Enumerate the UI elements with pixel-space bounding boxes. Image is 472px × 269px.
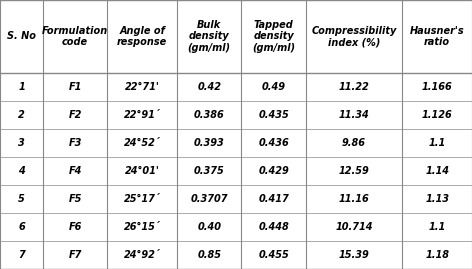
Text: 25°17´: 25°17´ <box>124 194 160 204</box>
Text: 1.18: 1.18 <box>425 250 449 260</box>
Text: 0.417: 0.417 <box>258 194 289 204</box>
Text: 11.22: 11.22 <box>338 82 370 92</box>
Text: 12.59: 12.59 <box>338 166 370 176</box>
Text: Angle of
response: Angle of response <box>117 26 167 47</box>
Text: 0.42: 0.42 <box>197 82 221 92</box>
Text: F5: F5 <box>68 194 82 204</box>
Text: F2: F2 <box>68 110 82 120</box>
Text: 7: 7 <box>18 250 25 260</box>
Text: 26°15´: 26°15´ <box>124 222 160 232</box>
Text: 0.85: 0.85 <box>197 250 221 260</box>
Text: F6: F6 <box>68 222 82 232</box>
Text: 0.49: 0.49 <box>261 82 286 92</box>
Text: 0.429: 0.429 <box>258 166 289 176</box>
Text: 5: 5 <box>18 194 25 204</box>
Text: 1: 1 <box>18 82 25 92</box>
Text: S. No: S. No <box>7 31 36 41</box>
Text: 24°52´: 24°52´ <box>124 138 160 148</box>
Text: 1.126: 1.126 <box>422 110 453 120</box>
Text: Formulation
code: Formulation code <box>42 26 108 47</box>
Text: 1.166: 1.166 <box>422 82 453 92</box>
Text: 15.39: 15.39 <box>338 250 370 260</box>
Text: F3: F3 <box>68 138 82 148</box>
Text: 1.14: 1.14 <box>425 166 449 176</box>
Text: 0.448: 0.448 <box>258 222 289 232</box>
Text: 11.34: 11.34 <box>338 110 370 120</box>
Text: 0.386: 0.386 <box>194 110 225 120</box>
Text: F1: F1 <box>68 82 82 92</box>
Text: 0.455: 0.455 <box>258 250 289 260</box>
Text: Hausner's
ratio: Hausner's ratio <box>410 26 464 47</box>
Text: 3: 3 <box>18 138 25 148</box>
Text: 2: 2 <box>18 110 25 120</box>
Text: 22°91´: 22°91´ <box>124 110 160 120</box>
Text: 24°01': 24°01' <box>125 166 160 176</box>
Text: 1.1: 1.1 <box>429 222 446 232</box>
Text: 0.375: 0.375 <box>194 166 225 176</box>
Text: F4: F4 <box>68 166 82 176</box>
Text: 10.714: 10.714 <box>335 222 373 232</box>
Text: 1.13: 1.13 <box>425 194 449 204</box>
Text: 11.16: 11.16 <box>338 194 370 204</box>
Text: Compressibility
index (%): Compressibility index (%) <box>312 26 396 47</box>
Text: 0.436: 0.436 <box>258 138 289 148</box>
Text: 0.3707: 0.3707 <box>190 194 228 204</box>
Text: Bulk
density
(gm/ml): Bulk density (gm/ml) <box>187 20 231 53</box>
Text: 0.435: 0.435 <box>258 110 289 120</box>
Text: 0.393: 0.393 <box>194 138 225 148</box>
Text: 0.40: 0.40 <box>197 222 221 232</box>
Text: 4: 4 <box>18 166 25 176</box>
Text: F7: F7 <box>68 250 82 260</box>
Text: 9.86: 9.86 <box>342 138 366 148</box>
Text: 6: 6 <box>18 222 25 232</box>
Text: Tapped
density
(gm/ml): Tapped density (gm/ml) <box>252 20 295 53</box>
Text: 24°92´: 24°92´ <box>124 250 160 260</box>
Text: 22°71': 22°71' <box>125 82 160 92</box>
Text: 1.1: 1.1 <box>429 138 446 148</box>
